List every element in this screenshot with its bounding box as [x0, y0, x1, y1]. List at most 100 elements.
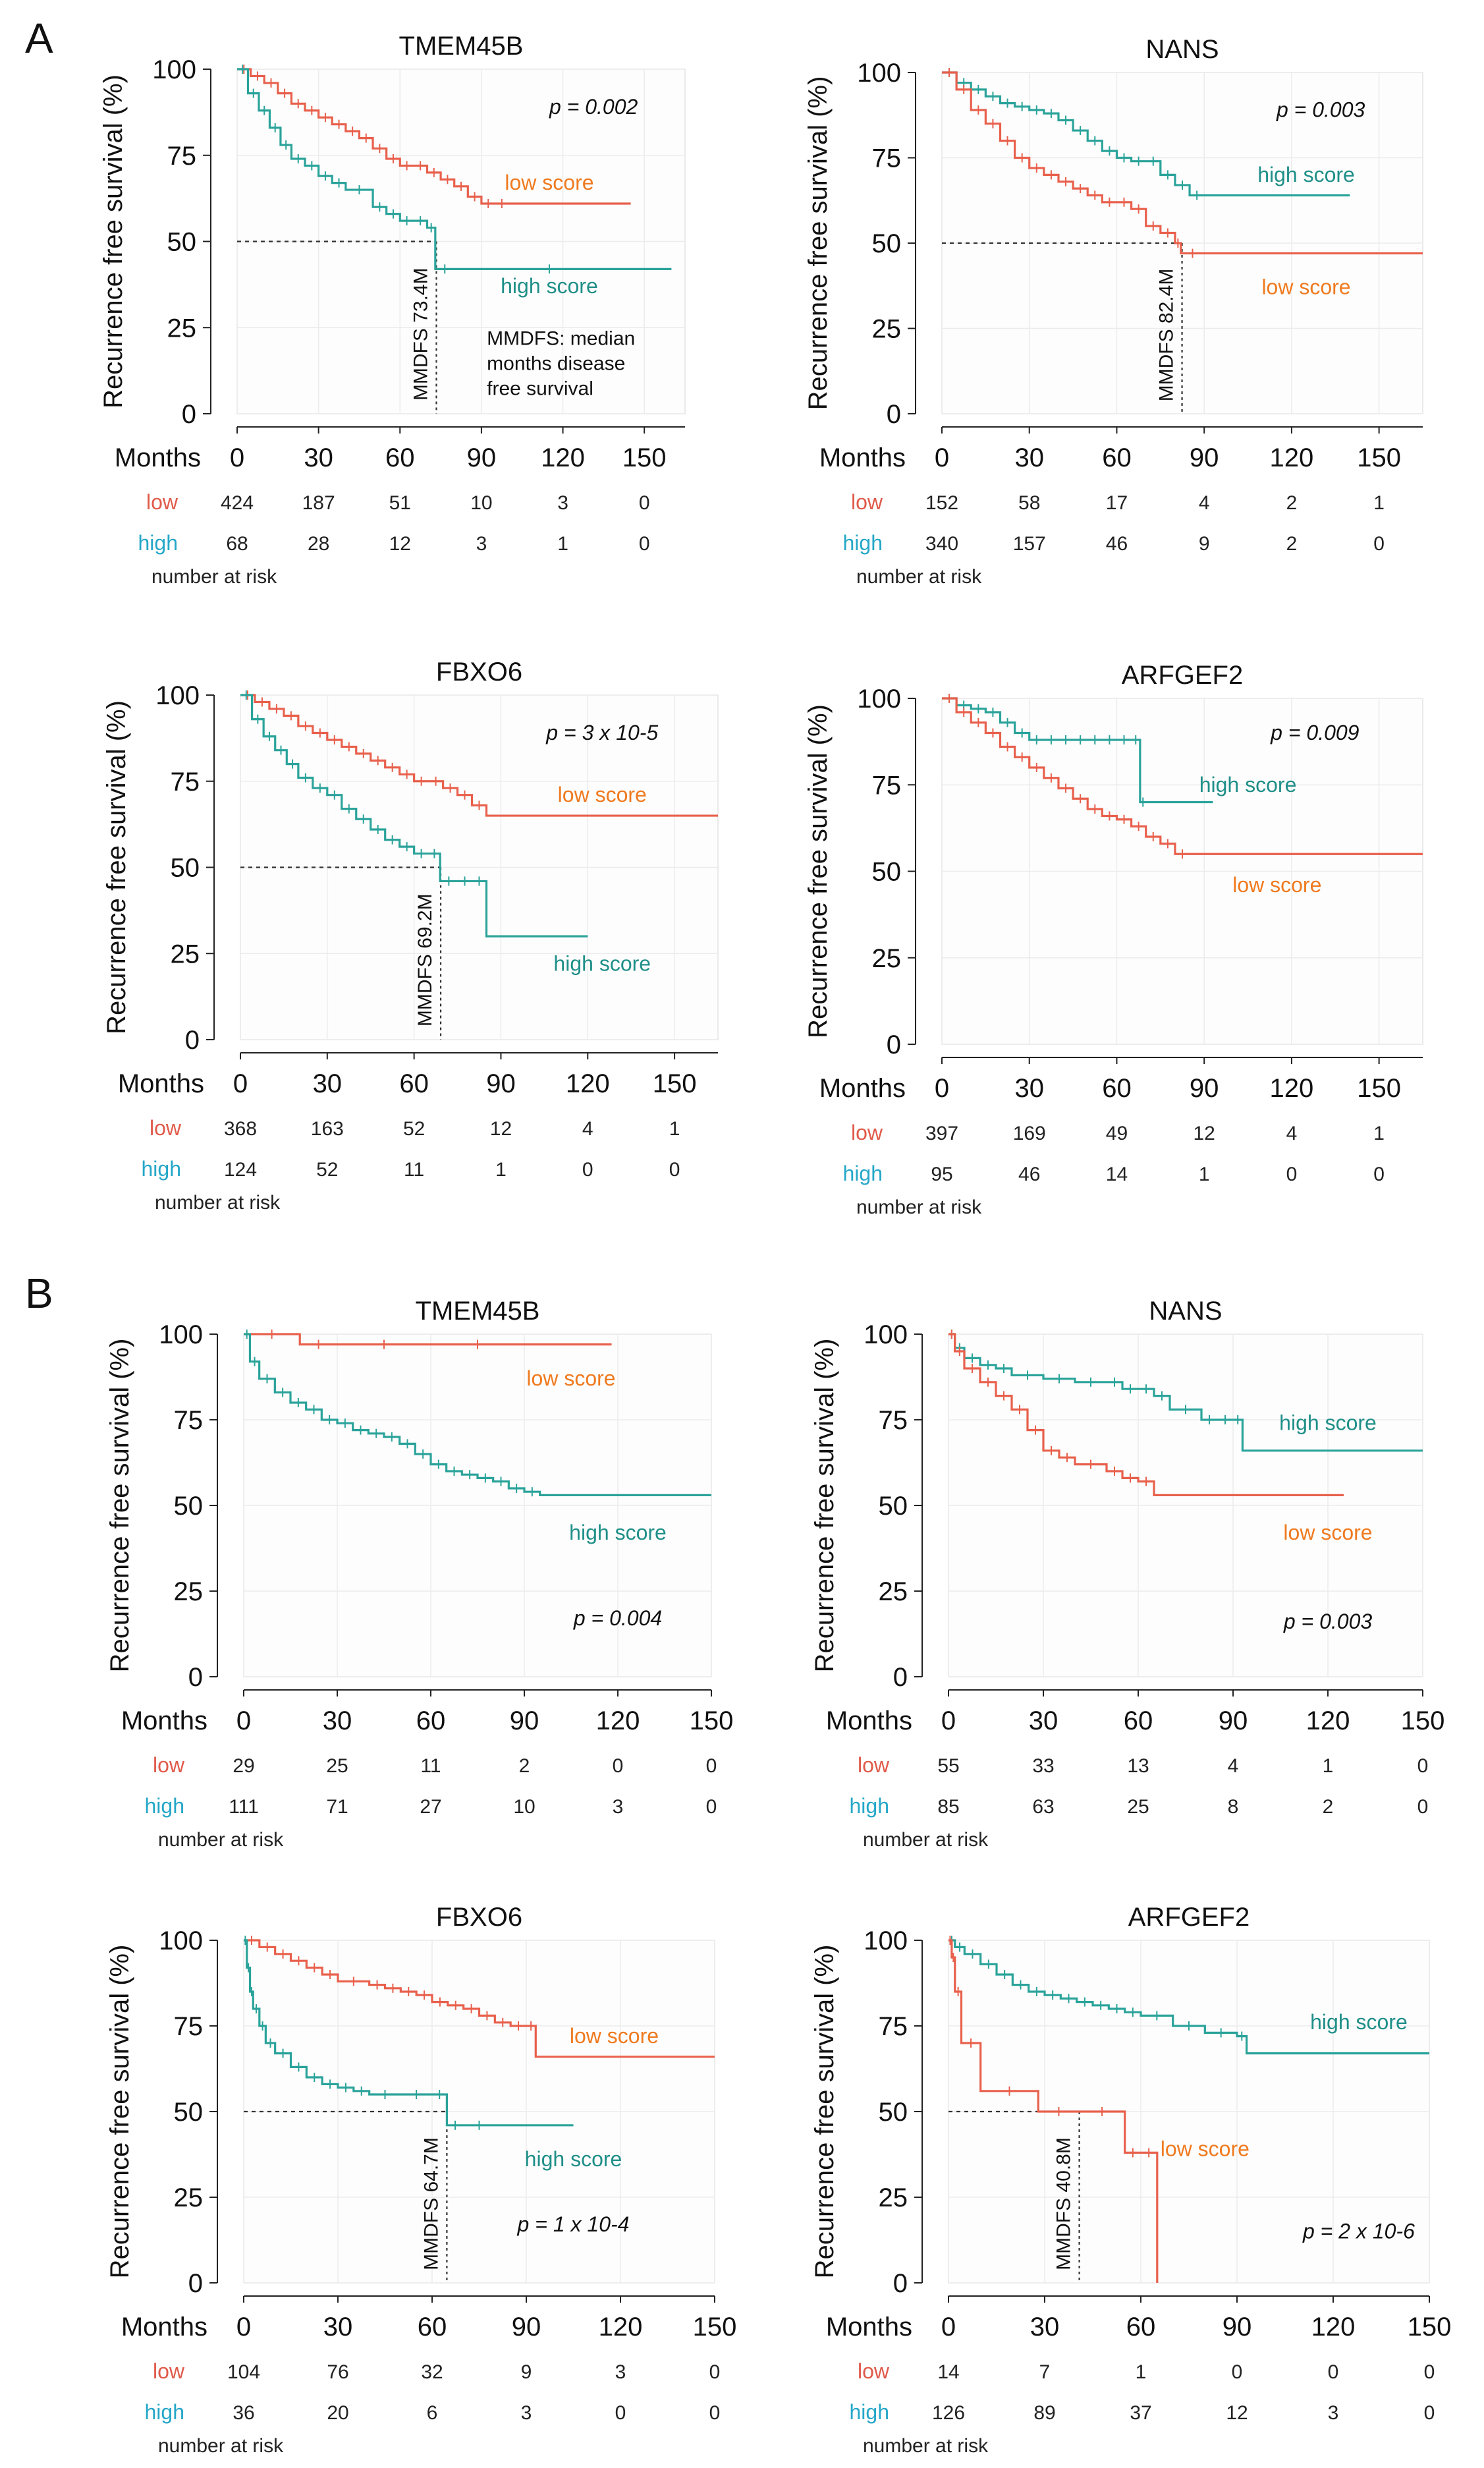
x-tick-label: 90	[512, 2313, 541, 2342]
p-value: p = 0.002	[549, 95, 638, 119]
risk-count-low: 0	[1424, 2361, 1435, 2383]
mmdfs-label: MMDFS 40.8M	[1053, 2137, 1075, 2270]
risk-row-label-high: high	[138, 531, 179, 555]
x-axis-label: Months	[826, 2313, 912, 2342]
series-label-high: high score	[525, 2147, 622, 2171]
risk-count-low: 2	[1286, 492, 1298, 514]
x-tick-label: 0	[236, 2313, 251, 2342]
risk-count-high: 111	[229, 1796, 259, 1818]
series-label-low: low score	[1161, 2137, 1250, 2161]
risk-count-low: 29	[233, 1755, 254, 1777]
x-tick-label: 0	[941, 1706, 956, 1735]
y-axis-label: Recurrence free survival (%)	[99, 74, 128, 408]
survival-curve-low	[942, 697, 1423, 855]
x-tick-label: 90	[1219, 1706, 1248, 1735]
risk-row-label-low: low	[153, 2359, 185, 2383]
y-tick-label: 100	[152, 55, 196, 84]
y-tick-label: 25	[174, 2183, 204, 2212]
risk-count-high: 46	[1106, 533, 1128, 555]
y-tick-label: 100	[864, 1320, 908, 1349]
series-label-low: low score	[1261, 275, 1350, 299]
y-axis-label: Recurrence free survival (%)	[804, 76, 833, 410]
risk-count-high: 2	[1323, 1796, 1334, 1818]
x-axis-label: Months	[118, 1069, 204, 1098]
risk-count-low: 58	[1018, 492, 1040, 514]
chart-title: ARFGEF2	[1128, 1903, 1250, 1932]
risk-count-high: 3	[476, 533, 487, 555]
y-tick-label: 100	[159, 1926, 203, 1955]
chart-title: ARFGEF2	[1122, 661, 1243, 690]
risk-count-low: 52	[403, 1118, 425, 1140]
risk-count-low: 4	[582, 1118, 593, 1140]
risk-count-low: 9	[521, 2361, 532, 2383]
y-tick-label: 75	[872, 144, 902, 173]
risk-count-high: 63	[1032, 1796, 1054, 1818]
x-tick-label: 30	[323, 1706, 352, 1735]
risk-row-label-low: low	[150, 1116, 182, 1140]
risk-caption: number at risk	[155, 1192, 281, 1214]
x-axis-label: Months	[115, 443, 201, 472]
risk-count-low: 3	[615, 2361, 626, 2383]
x-axis-label: Months	[819, 1074, 906, 1103]
y-tick-label: 100	[155, 681, 200, 710]
x-tick-label: 30	[1029, 1706, 1058, 1735]
risk-count-low: 13	[1127, 1755, 1149, 1777]
risk-count-high: 71	[326, 1796, 348, 1818]
risk-count-low: 2	[519, 1755, 530, 1777]
p-value: p = 2 x 10-6	[1302, 2219, 1415, 2243]
chart-title: NANS	[1149, 1297, 1222, 1326]
p-value: p = 1 x 10-4	[517, 2212, 630, 2236]
series-label-high: high score	[1199, 773, 1297, 797]
survival-curve-low	[240, 694, 718, 817]
x-tick-label: 30	[1030, 2313, 1060, 2342]
risk-count-low: 0	[1232, 2361, 1243, 2383]
y-axis-label: Recurrence free survival (%)	[810, 1945, 839, 2279]
series-label-high: high score	[1310, 2010, 1408, 2034]
risk-count-low: 1	[669, 1118, 680, 1140]
y-tick-label: 75	[174, 1406, 204, 1435]
panel-letter-a: A	[25, 14, 53, 62]
risk-row-label-high: high	[843, 531, 883, 555]
x-tick-label: 120	[541, 443, 585, 472]
risk-count-low: 76	[327, 2361, 348, 2383]
risk-count-low: 163	[311, 1118, 344, 1140]
y-tick-label: 75	[872, 771, 902, 800]
risk-caption: number at risk	[863, 1829, 989, 1851]
risk-caption: number at risk	[151, 566, 277, 588]
y-tick-label: 100	[864, 1926, 908, 1955]
p-value: p = 3 x 10-5	[545, 721, 658, 744]
risk-count-high: 157	[1013, 533, 1046, 555]
risk-count-high: 0	[1373, 533, 1385, 555]
risk-count-low: 14	[937, 2361, 959, 2383]
series-label-high: high score	[1279, 1411, 1377, 1435]
risk-count-low: 4	[1228, 1755, 1239, 1777]
risk-count-high: 46	[1018, 1164, 1040, 1185]
y-tick-label: 25	[167, 314, 197, 343]
x-tick-label: 90	[1190, 1074, 1219, 1103]
risk-count-low: 4	[1286, 1123, 1298, 1144]
risk-count-low: 0	[639, 492, 650, 514]
y-tick-label: 100	[857, 685, 901, 714]
survival-curve-low	[244, 1939, 715, 2058]
risk-count-high: 89	[1033, 2402, 1055, 2424]
risk-count-low: 104	[227, 2361, 260, 2383]
km-chart-7: FBXO6 0 25 50 75 100 Recurrence free survival …	[105, 1903, 736, 2457]
mmdfs-label: MMDFS 64.7M	[420, 2137, 442, 2270]
y-axis-label: Recurrence free survival (%)	[810, 1339, 839, 1673]
y-tick-label: 0	[182, 400, 196, 429]
y-tick-label: 0	[887, 400, 901, 429]
risk-row-label-low: low	[851, 1121, 883, 1144]
risk-count-low: 397	[925, 1123, 958, 1144]
y-tick-label: 0	[893, 2269, 908, 2298]
risk-count-high: 2	[1286, 533, 1298, 555]
chart-title: TMEM45B	[399, 32, 524, 61]
x-tick-label: 90	[486, 1069, 516, 1098]
x-tick-label: 150	[1401, 1706, 1445, 1735]
x-tick-label: 120	[1311, 2313, 1356, 2342]
risk-count-high: 36	[233, 2402, 254, 2424]
